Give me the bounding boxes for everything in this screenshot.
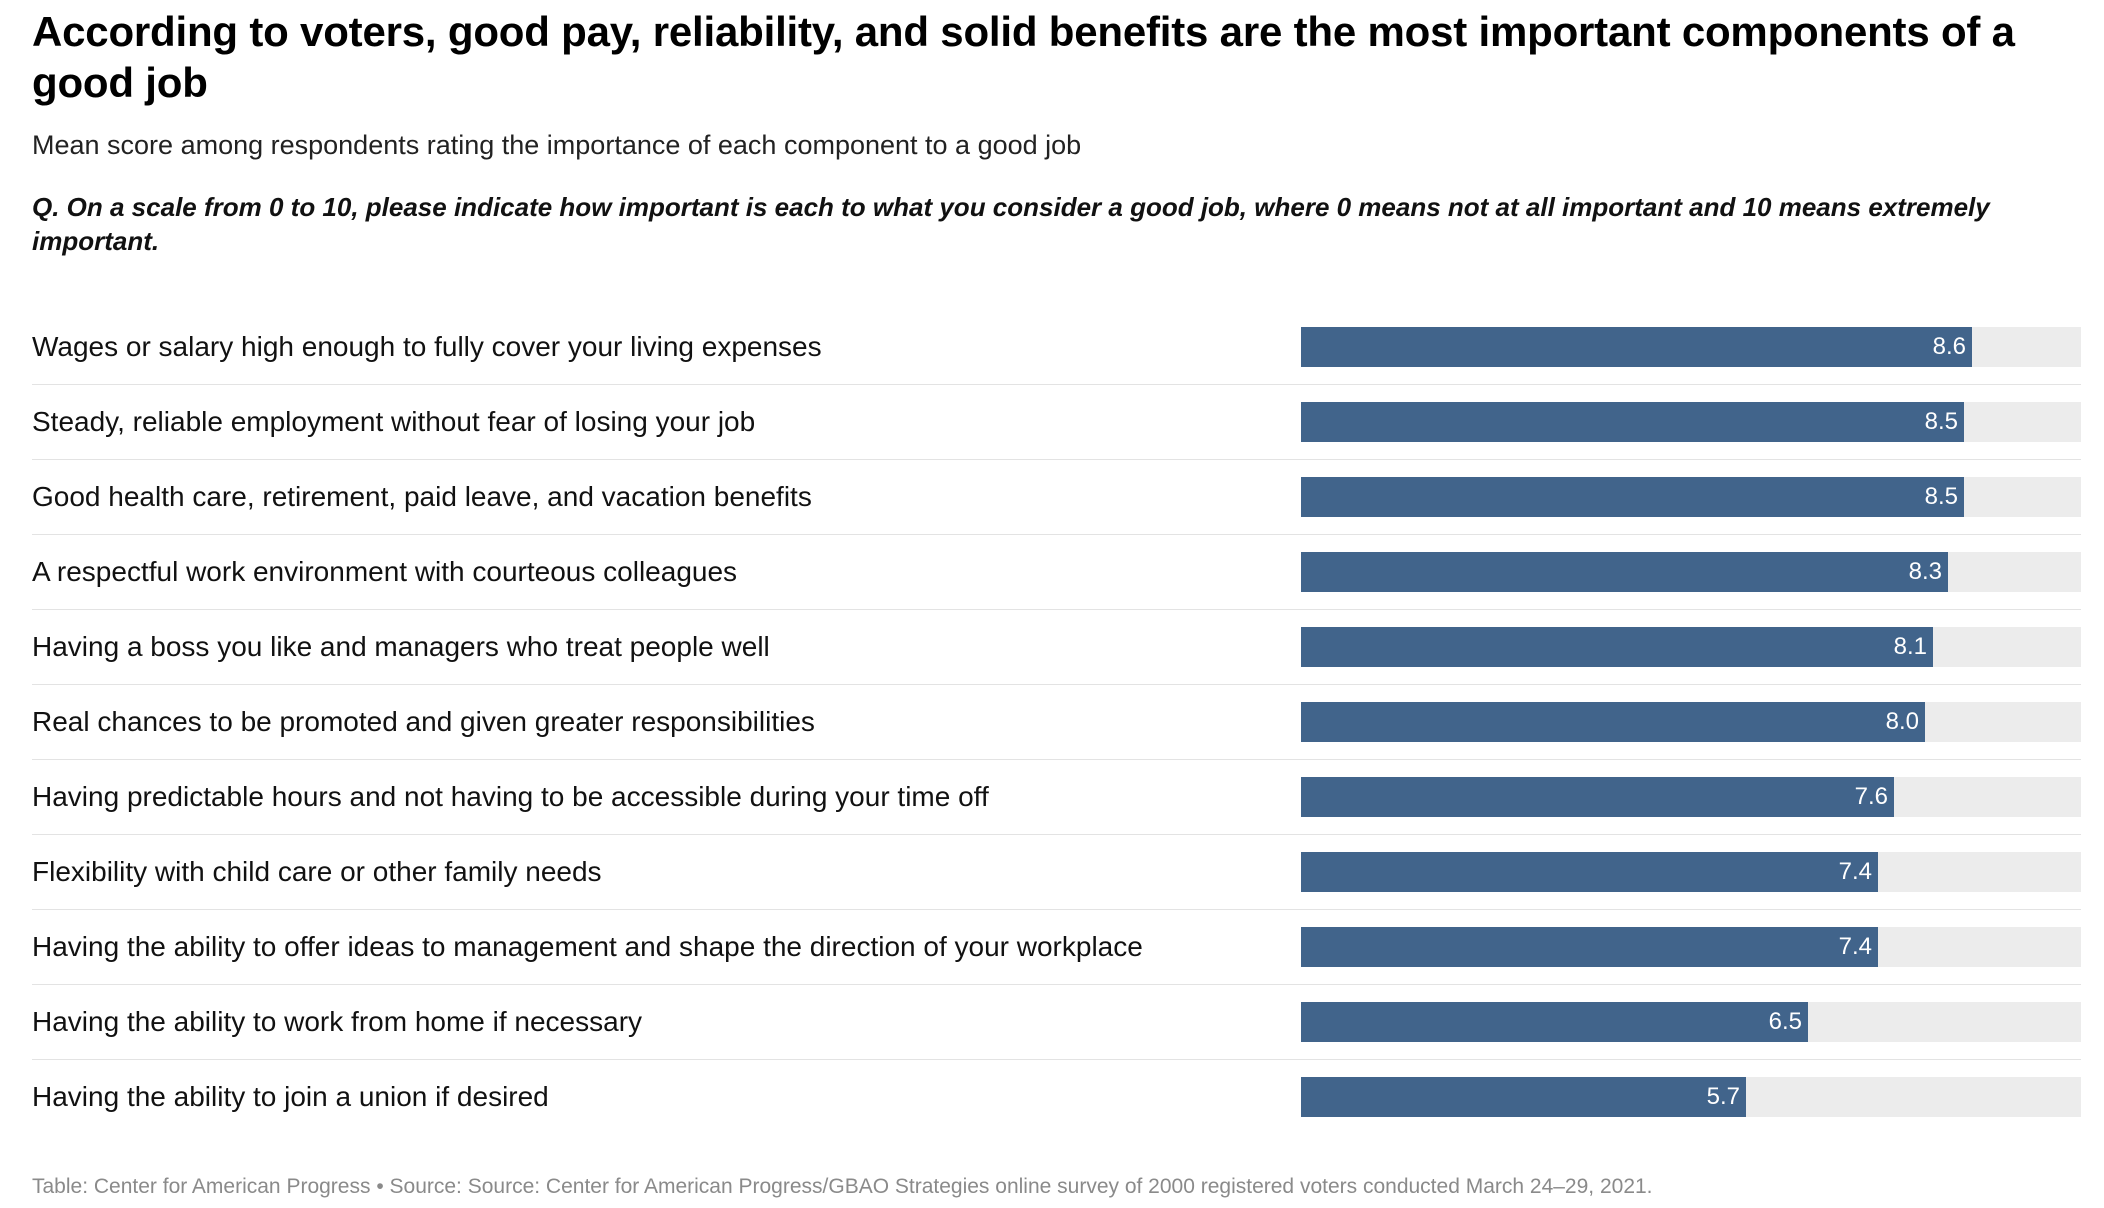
table-row: Having a boss you like and managers who … — [32, 610, 2081, 685]
table-row: Having the ability to offer ideas to man… — [32, 910, 2081, 985]
table-row: Real chances to be promoted and given gr… — [32, 685, 2081, 760]
bar-track: 5.7 — [1301, 1077, 2081, 1117]
bar-track: 8.1 — [1301, 627, 2081, 667]
data-label: 8.5 — [1924, 408, 1958, 435]
table-row: Flexibility with child care or other fam… — [32, 835, 2081, 910]
bar-track: 7.4 — [1301, 927, 2081, 967]
bar-track: 8.5 — [1301, 477, 2081, 517]
category-label: Having the ability to join a union if de… — [32, 1081, 549, 1112]
data-label: 8.6 — [1932, 333, 1966, 360]
bar-track: 8.3 — [1301, 552, 2081, 592]
chart-title: According to voters, good pay, reliabili… — [32, 8, 2015, 106]
data-label: 8.3 — [1908, 558, 1942, 585]
data-label: 8.5 — [1924, 483, 1958, 510]
table-row: Having predictable hours and not having … — [32, 760, 2081, 835]
survey-question: Q. On a scale from 0 to 10, please indic… — [32, 192, 1990, 256]
bar: 5.7 — [1301, 1077, 1746, 1117]
bar-table: Wages or salary high enough to fully cov… — [32, 310, 2081, 1135]
table-row: Having the ability to work from home if … — [32, 985, 2081, 1060]
bar: 8.3 — [1301, 552, 1948, 592]
data-label: 7.4 — [1838, 933, 1872, 960]
table-row: Having the ability to join a union if de… — [32, 1060, 2081, 1135]
bar-track: 7.6 — [1301, 777, 2081, 817]
category-label: Having a boss you like and managers who … — [32, 631, 770, 662]
data-label: 5.7 — [1706, 1083, 1740, 1110]
chart-subtitle: Mean score among respondents rating the … — [32, 130, 1082, 160]
category-label: Real chances to be promoted and given gr… — [32, 706, 815, 737]
category-label: Having the ability to work from home if … — [32, 1006, 643, 1037]
table-row: Steady, reliable employment without fear… — [32, 385, 2081, 460]
bar-track: 8.5 — [1301, 402, 2081, 442]
bar: 7.6 — [1301, 777, 1894, 817]
category-label: Flexibility with child care or other fam… — [32, 856, 602, 887]
bar: 8.1 — [1301, 627, 1933, 667]
source-note: Table: Center for American Progress • So… — [32, 1175, 1653, 1198]
data-label: 8.0 — [1885, 708, 1919, 735]
category-label: Wages or salary high enough to fully cov… — [32, 331, 822, 362]
bar: 8.5 — [1301, 477, 1964, 517]
data-label: 7.4 — [1838, 858, 1872, 885]
category-label: Steady, reliable employment without fear… — [32, 406, 756, 437]
table-row: A respectful work environment with court… — [32, 535, 2081, 610]
bar: 6.5 — [1301, 1002, 1808, 1042]
bar: 7.4 — [1301, 927, 1878, 967]
category-label: Having the ability to offer ideas to man… — [32, 931, 1143, 962]
category-label: Having predictable hours and not having … — [32, 781, 989, 812]
table-row: Wages or salary high enough to fully cov… — [32, 310, 2081, 385]
bar: 7.4 — [1301, 852, 1878, 892]
bar: 8.5 — [1301, 402, 1964, 442]
table-row: Good health care, retirement, paid leave… — [32, 460, 2081, 535]
data-label: 6.5 — [1768, 1008, 1802, 1035]
bar-track: 6.5 — [1301, 1002, 2081, 1042]
bar-track: 8.6 — [1301, 327, 2081, 367]
category-label: A respectful work environment with court… — [32, 556, 738, 587]
data-label: 7.6 — [1854, 783, 1888, 810]
bar: 8.0 — [1301, 702, 1925, 742]
category-label: Good health care, retirement, paid leave… — [32, 481, 812, 512]
chart-page: According to voters, good pay, reliabili… — [0, 6, 2104, 1208]
bar-track: 8.0 — [1301, 702, 2081, 742]
bar: 8.6 — [1301, 327, 1972, 367]
data-label: 8.1 — [1893, 633, 1927, 660]
bar-track: 7.4 — [1301, 852, 2081, 892]
